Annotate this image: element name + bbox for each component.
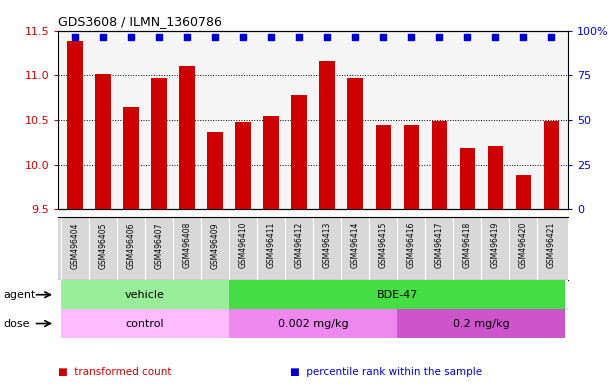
Point xyxy=(266,34,276,40)
Text: BDE-47: BDE-47 xyxy=(376,290,418,300)
Bar xyxy=(123,107,139,209)
Text: GSM496414: GSM496414 xyxy=(351,222,360,268)
Text: GSM496419: GSM496419 xyxy=(491,222,500,268)
Text: GSM496416: GSM496416 xyxy=(407,222,415,268)
Bar xyxy=(95,74,111,209)
Point xyxy=(546,34,556,40)
Bar xyxy=(459,148,475,209)
Point xyxy=(126,34,136,40)
Bar xyxy=(67,41,82,209)
Text: GSM496408: GSM496408 xyxy=(183,222,191,268)
Bar xyxy=(403,125,419,209)
Bar xyxy=(348,78,363,209)
Text: GDS3608 / ILMN_1360786: GDS3608 / ILMN_1360786 xyxy=(58,15,222,28)
Text: GSM496415: GSM496415 xyxy=(379,222,388,268)
Bar xyxy=(61,309,229,338)
Bar xyxy=(376,125,391,209)
Text: control: control xyxy=(126,318,164,329)
Point xyxy=(154,34,164,40)
Bar xyxy=(544,121,559,209)
Bar xyxy=(291,95,307,209)
Point xyxy=(70,34,80,40)
Point xyxy=(295,34,304,40)
Text: GSM496409: GSM496409 xyxy=(211,222,219,268)
Text: GSM496411: GSM496411 xyxy=(266,222,276,268)
Text: GSM496418: GSM496418 xyxy=(463,222,472,268)
Text: GSM496417: GSM496417 xyxy=(435,222,444,268)
Point xyxy=(406,34,416,40)
Bar xyxy=(516,175,531,209)
Point xyxy=(519,34,529,40)
Text: GSM496404: GSM496404 xyxy=(70,222,79,268)
Text: 0.2 mg/kg: 0.2 mg/kg xyxy=(453,318,510,329)
Bar xyxy=(179,66,195,209)
Point xyxy=(98,34,108,40)
Text: dose: dose xyxy=(3,318,29,329)
Text: GSM496406: GSM496406 xyxy=(126,222,136,268)
Bar xyxy=(229,309,397,338)
Bar xyxy=(397,309,565,338)
Bar xyxy=(431,121,447,209)
Text: 0.002 mg/kg: 0.002 mg/kg xyxy=(278,318,348,329)
Bar xyxy=(61,280,229,309)
Bar xyxy=(320,61,335,209)
Point xyxy=(378,34,388,40)
Text: ■  transformed count: ■ transformed count xyxy=(58,367,172,377)
Bar xyxy=(263,116,279,209)
Text: GSM496410: GSM496410 xyxy=(238,222,247,268)
Point xyxy=(463,34,472,40)
Text: GSM496412: GSM496412 xyxy=(295,222,304,268)
Point xyxy=(434,34,444,40)
Bar xyxy=(152,78,167,209)
Point xyxy=(210,34,220,40)
Point xyxy=(491,34,500,40)
Text: GSM496413: GSM496413 xyxy=(323,222,332,268)
Bar xyxy=(488,146,503,209)
Text: ■  percentile rank within the sample: ■ percentile rank within the sample xyxy=(290,367,482,377)
Point xyxy=(350,34,360,40)
Text: GSM496421: GSM496421 xyxy=(547,222,556,268)
Point xyxy=(238,34,248,40)
Text: GSM496407: GSM496407 xyxy=(155,222,164,268)
Text: agent: agent xyxy=(3,290,35,300)
Bar xyxy=(235,122,251,209)
Bar xyxy=(229,280,565,309)
Text: vehicle: vehicle xyxy=(125,290,165,300)
Bar xyxy=(207,132,223,209)
Text: GSM496420: GSM496420 xyxy=(519,222,528,268)
Text: GSM496405: GSM496405 xyxy=(98,222,108,268)
Point xyxy=(182,34,192,40)
Point xyxy=(322,34,332,40)
